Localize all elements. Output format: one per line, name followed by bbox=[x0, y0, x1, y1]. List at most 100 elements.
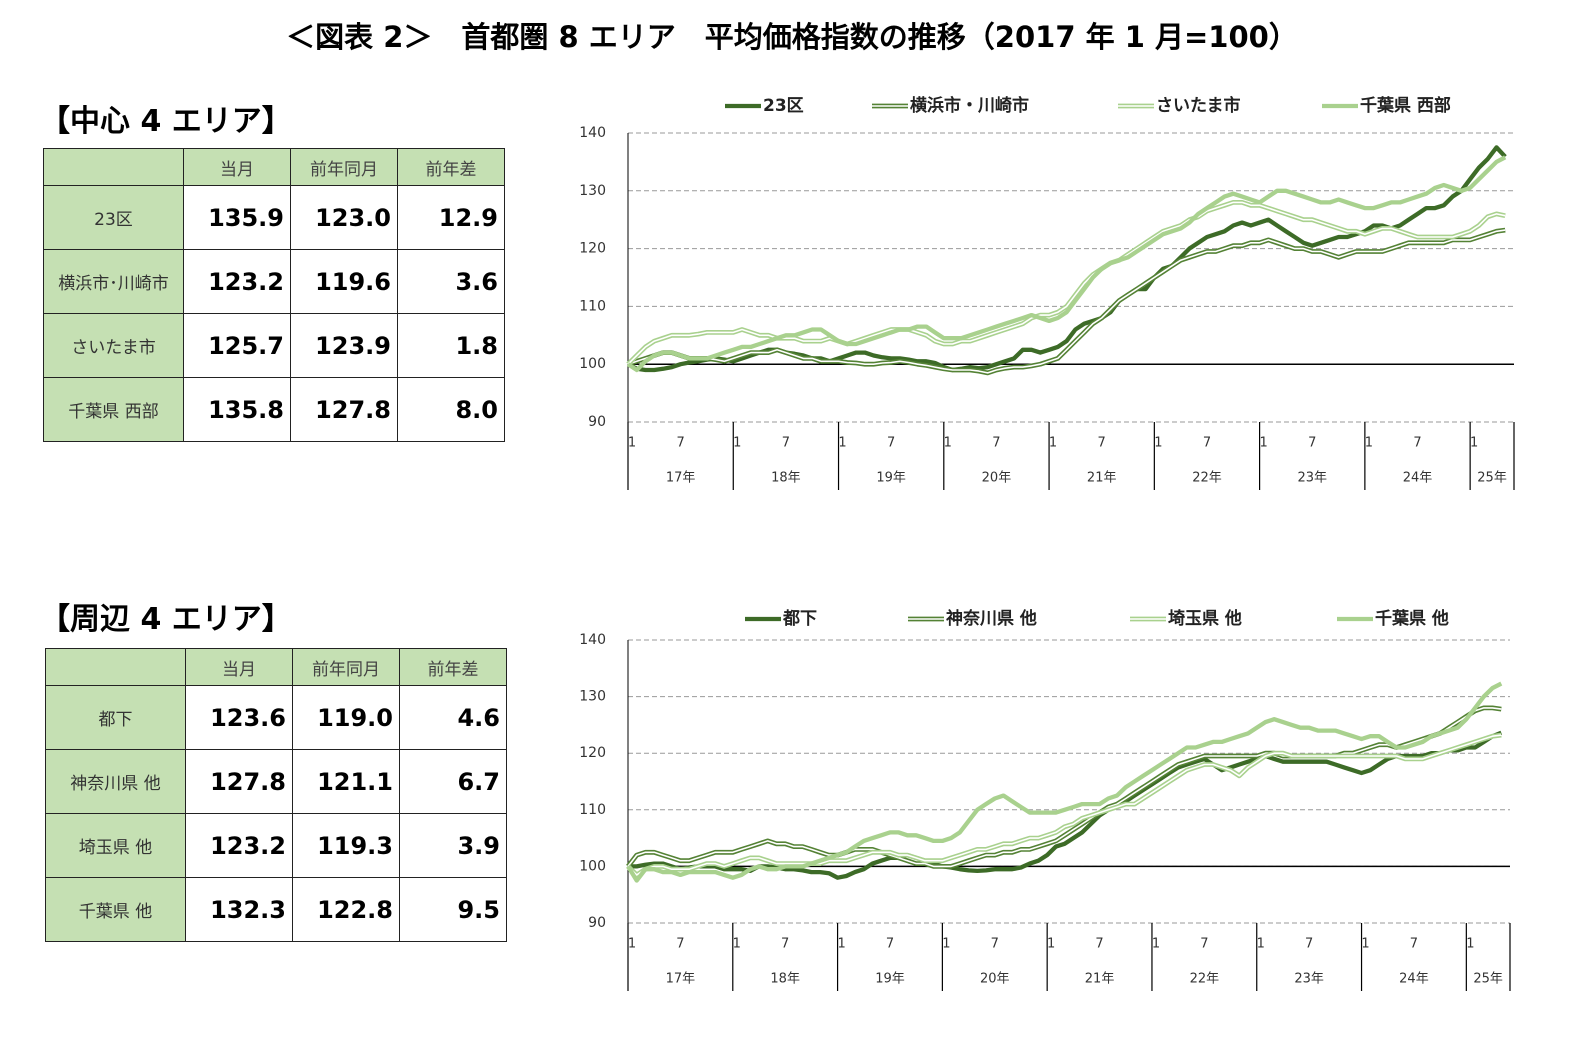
x-tick-label: 7 bbox=[992, 436, 1000, 451]
header-cell bbox=[43, 148, 184, 186]
y-tick-label: 130 bbox=[579, 689, 606, 705]
x-tick-label: 1 bbox=[1365, 436, 1373, 451]
y-tick-label: 90 bbox=[588, 915, 606, 931]
y-tick-label: 130 bbox=[579, 183, 606, 199]
table-row: 横浜市･川崎市 123.2 119.6 3.6 bbox=[43, 249, 505, 314]
data-table: 当月 前年同月 前年差 都下 123.6 119.0 4.6 神奈川県 他 127.8 121.1… bbox=[45, 648, 507, 942]
x-tick-label: 1 bbox=[628, 436, 636, 451]
value-cell: 8.0 bbox=[397, 377, 505, 442]
x-tick-label: 1 bbox=[1259, 436, 1267, 451]
header-cell: 前年差 bbox=[399, 648, 507, 686]
header-cell: 当月 bbox=[185, 648, 293, 686]
value-cell: 3.9 bbox=[399, 813, 507, 878]
y-tick-label: 120 bbox=[579, 745, 606, 761]
value-cell: 123.2 bbox=[183, 249, 291, 314]
legend-label: さいたま市 bbox=[1156, 95, 1241, 116]
x-tick-label: 1 bbox=[1466, 937, 1474, 952]
x-group-label: 20年 bbox=[980, 972, 1010, 987]
x-tick-label: 7 bbox=[1410, 937, 1418, 952]
row-label: 23区 bbox=[43, 185, 184, 250]
legend-label: 横浜市・川崎市 bbox=[910, 95, 1029, 116]
header-row: 当月 前年同月 前年差 bbox=[43, 148, 505, 186]
x-group-label: 24年 bbox=[1403, 471, 1433, 486]
x-tick-label: 7 bbox=[1413, 436, 1421, 451]
table-row: 23区 135.9 123.0 12.9 bbox=[43, 185, 505, 250]
x-group-label: 18年 bbox=[771, 471, 801, 486]
x-group-label: 25年 bbox=[1473, 972, 1503, 987]
table-row: 千葉県 他 132.3 122.8 9.5 bbox=[45, 877, 507, 942]
y-tick-label: 100 bbox=[579, 858, 606, 874]
x-tick-label: 7 bbox=[1305, 937, 1313, 952]
table-row: 都下 123.6 119.0 4.6 bbox=[45, 685, 507, 750]
header-cell: 前年差 bbox=[397, 148, 505, 186]
y-tick-label: 110 bbox=[579, 802, 606, 818]
y-tick-label: 140 bbox=[579, 632, 606, 648]
x-group-label: 22年 bbox=[1192, 471, 1222, 486]
section-heading: 【周辺 4 エリア】 bbox=[40, 602, 292, 637]
value-cell: 127.8 bbox=[290, 377, 398, 442]
x-tick-label: 7 bbox=[1095, 937, 1103, 952]
x-tick-label: 7 bbox=[676, 436, 684, 451]
series-line bbox=[626, 155, 1507, 373]
x-group-label: 23年 bbox=[1294, 972, 1324, 987]
table-row: 千葉県 西部 135.8 127.8 8.0 bbox=[43, 377, 505, 442]
x-tick-label: 1 bbox=[1152, 937, 1160, 952]
value-cell: 119.6 bbox=[290, 249, 398, 314]
x-tick-label: 1 bbox=[1154, 436, 1162, 451]
row-label: 横浜市･川崎市 bbox=[43, 249, 184, 314]
legend-label: 23区 bbox=[763, 96, 804, 116]
value-cell: 119.0 bbox=[292, 685, 400, 750]
value-cell: 123.6 bbox=[185, 685, 293, 750]
x-tick-label: 1 bbox=[1049, 436, 1057, 451]
x-tick-label: 7 bbox=[1200, 937, 1208, 952]
x-tick-label: 1 bbox=[944, 436, 952, 451]
y-tick-label: 100 bbox=[579, 356, 606, 372]
x-tick-label: 1 bbox=[837, 937, 845, 952]
row-label: 神奈川県 他 bbox=[45, 749, 186, 814]
row-label: 千葉県 他 bbox=[45, 877, 186, 942]
value-cell: 121.1 bbox=[292, 749, 400, 814]
x-group-label: 20年 bbox=[982, 471, 1012, 486]
x-tick-label: 7 bbox=[676, 937, 684, 952]
x-group-label: 25年 bbox=[1477, 471, 1507, 486]
x-tick-label: 1 bbox=[733, 436, 741, 451]
x-tick-label: 1 bbox=[1361, 937, 1369, 952]
y-tick-label: 110 bbox=[579, 298, 606, 314]
value-cell: 3.6 bbox=[397, 249, 505, 314]
table-row: 神奈川県 他 127.8 121.1 6.7 bbox=[45, 749, 507, 814]
row-label: 都下 bbox=[45, 685, 186, 750]
x-tick-label: 7 bbox=[887, 436, 895, 451]
value-cell: 4.6 bbox=[399, 685, 507, 750]
data-table: 当月 前年同月 前年差 23区 135.9 123.0 12.9 横浜市･川崎市 123.2 11… bbox=[43, 148, 505, 442]
section-heading: 【中心 4 エリア】 bbox=[40, 104, 292, 139]
row-label: さいたま市 bbox=[43, 313, 184, 378]
x-tick-label: 1 bbox=[942, 937, 950, 952]
legend-label: 千葉県 西部 bbox=[1360, 95, 1451, 116]
value-cell: 6.7 bbox=[399, 749, 507, 814]
value-cell: 9.5 bbox=[399, 877, 507, 942]
value-cell: 123.0 bbox=[290, 185, 398, 250]
header-row: 当月 前年同月 前年差 bbox=[45, 648, 507, 686]
value-cell: 125.7 bbox=[183, 313, 291, 378]
x-tick-label: 7 bbox=[1203, 436, 1211, 451]
row-label: 埼玉県 他 bbox=[45, 813, 186, 878]
value-cell: 132.3 bbox=[185, 877, 293, 942]
x-tick-label: 1 bbox=[1257, 937, 1265, 952]
x-group-label: 21年 bbox=[1087, 471, 1117, 486]
x-tick-label: 1 bbox=[838, 436, 846, 451]
x-tick-label: 7 bbox=[991, 937, 999, 952]
header-cell: 前年同月 bbox=[290, 148, 398, 186]
x-tick-label: 7 bbox=[781, 937, 789, 952]
x-tick-label: 7 bbox=[886, 937, 894, 952]
x-tick-label: 7 bbox=[1098, 436, 1106, 451]
x-tick-label: 1 bbox=[1470, 436, 1478, 451]
y-tick-label: 90 bbox=[588, 414, 606, 430]
series-line-inner bbox=[627, 229, 1506, 374]
x-group-label: 17年 bbox=[666, 972, 696, 987]
value-cell: 1.8 bbox=[397, 313, 505, 378]
x-group-label: 24年 bbox=[1399, 972, 1429, 987]
x-group-label: 21年 bbox=[1085, 972, 1115, 987]
x-tick-label: 1 bbox=[628, 937, 636, 952]
